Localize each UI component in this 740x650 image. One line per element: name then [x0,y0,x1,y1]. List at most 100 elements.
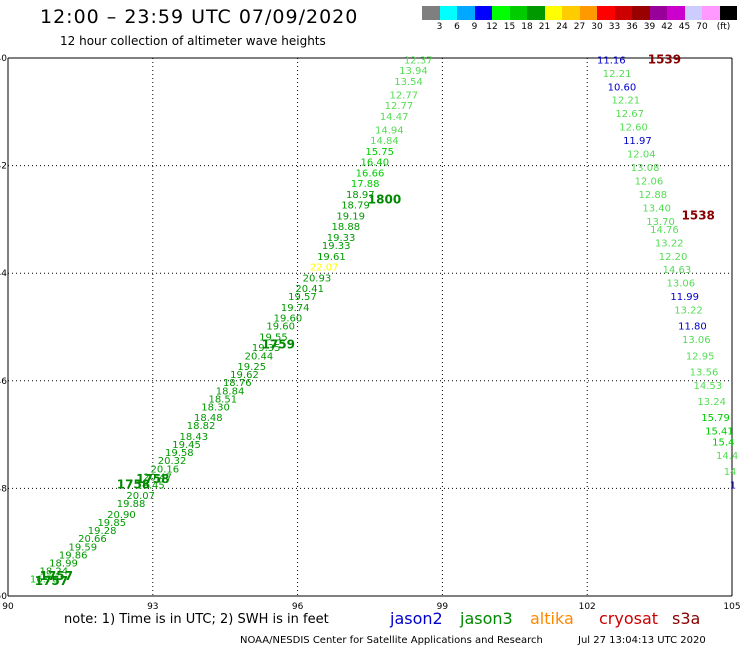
swh-value-label: 15.4 [712,437,734,448]
y-tick-label: -48 [0,484,7,494]
time-label: 1757 [35,574,68,588]
swh-value-label: 18.76 [223,378,252,389]
colorbar-swatch [457,6,475,20]
swh-value-label: 18.48 [194,413,223,424]
swh-value-label: 12.21 [611,96,640,107]
swh-value-label: 19.57 [288,292,317,303]
x-tick-label: 105 [723,602,740,612]
colorbar-swatch [579,6,597,20]
colorbar-label: 42 [661,22,673,32]
swh-value-label: 19.74 [281,303,310,314]
time-label: 1758 [136,472,169,486]
swh-value-label: 14.63 [663,265,692,276]
data-labels: 11.16 12.21 10.60 12.21 12.67 12.60 11.97 12.04… [30,52,738,588]
chart-title: 12:00 – 23:59 UTC 07/09/2020 [40,6,359,28]
colorbar-label: 6 [454,22,460,32]
swh-value-label: 12.88 [639,190,668,201]
swh-value-label: 1 [730,480,736,491]
swh-value-label: 19.61 [317,252,346,263]
colorbar-label: 18 [521,22,533,32]
colorbar-label: 24 [556,22,568,32]
swh-value-label: 12.60 [619,123,648,134]
swh-value-label: 13.40 [642,203,671,214]
swh-value-label: 19.19 [336,211,365,222]
x-tick-label: 99 [437,602,449,612]
x-tick-label: 102 [579,602,596,612]
legend-s3a: s3a [672,609,701,628]
swh-value-label: 18.84 [216,386,245,397]
swh-value-label: 16.76 [30,575,59,586]
swh-value-label: 18.79 [341,201,370,212]
colorbar-label: 30 [591,22,603,32]
swh-value-label: 18.51 [208,394,237,405]
swh-value-label: 11.99 [670,292,699,303]
swh-value-label: 14.47 [380,112,409,123]
colorbar-swatch [684,6,702,20]
credit-text: NOAA/NESDIS Center for Satellite Applica… [240,635,543,646]
colorbar-swatch [492,6,510,20]
swh-value-label: 11.80 [678,322,707,333]
swh-value-label: 19.25 [237,362,266,373]
colorbar-swatch [474,6,492,20]
swh-value-label: 14 [724,467,737,478]
swh-value-label: 12.06 [635,176,664,187]
swh-value-label: 13.94 [399,66,428,77]
swh-value-label: 18.82 [187,421,216,432]
timestamp: Jul 27 13:04:13 UTC 2020 [578,635,706,646]
colorbar-swatch [439,6,457,20]
swh-value-label: 14.94 [375,125,404,136]
colorbar-swatch [632,6,650,20]
colorbar-swatch [702,6,720,20]
time-label: 1538 [682,208,715,222]
x-tick-label: 93 [147,602,158,612]
y-tick-label: -42 [0,162,7,172]
swh-value-label: 18.30 [201,402,230,413]
swh-value-label: 20.44 [245,351,274,362]
time-label: 1800 [368,192,401,206]
swh-value-label: 19.59 [68,542,97,553]
swh-value-label: 12.20 [659,252,688,263]
swh-value-label: 19.62 [230,370,259,381]
swh-value-label: 19.45 [136,480,165,491]
swh-value-label: 13.06 [667,279,696,290]
colorbar-swatch [597,6,615,20]
swh-value-label: 10.60 [608,82,637,93]
colorbar-label: 33 [608,22,621,32]
swh-value-label: 15.75 [365,147,394,158]
colorbar-swatch [719,6,737,20]
swh-value-label: 19.86 [59,550,88,561]
swh-value-label: 15.79 [701,413,730,424]
legend-jason2: jason2 [390,609,443,628]
swh-value-label: 18.99 [49,558,78,569]
swh-value-label: 19.60 [266,322,295,333]
time-label: 1757 [40,569,73,583]
swh-value-label: 17.88 [351,179,380,190]
footer-note: note: 1) Time is in UTC; 2) SWH is in fe… [64,612,329,627]
swh-value-label: 20.90 [107,510,136,521]
colorbar-label: 39 [643,22,656,32]
swh-value-label: 19.35 [252,343,281,354]
colorbar-swatch [614,6,632,20]
swh-value-label: 22.07 [310,263,339,274]
swh-value-label: 12.21 [603,69,632,80]
axis-ticks: 90 93 96 99 102 105 -40 -42 -44 -46 -48 -50 [0,54,740,612]
swh-value-label: 20.07 [126,491,155,502]
colorbar-label: (ft) [716,22,731,32]
colorbar-swatch [509,6,527,20]
swh-value-label: 14.76 [650,225,679,236]
colorbar-label: 12 [486,22,498,32]
y-tick-label: -40 [0,54,7,64]
swh-value-label: 19.33 [322,241,351,252]
swh-value-label: 20.66 [78,534,107,545]
swh-value-label: 20.32 [158,456,187,467]
colorbar-label: 21 [538,22,551,32]
swh-value-label: 12.37 [404,55,433,66]
colorbar-swatch [649,6,667,20]
swh-value-label: 20.41 [295,284,324,295]
colorbar-label: 27 [573,22,586,32]
swh-value-label: 19.60 [274,314,303,325]
x-tick-label: 96 [292,602,304,612]
swh-value-label: 19.28 [88,526,117,537]
